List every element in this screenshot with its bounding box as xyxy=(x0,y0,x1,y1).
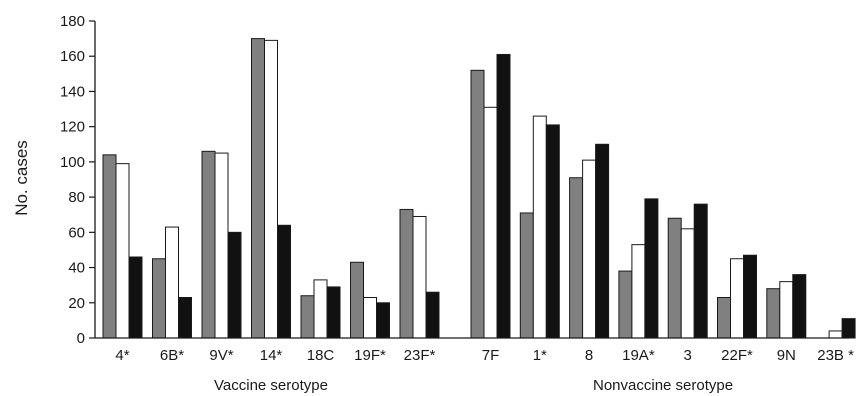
bar-6B-series-3 xyxy=(178,296,192,339)
bar-8-series-3 xyxy=(595,143,610,339)
x-category-label: 4* xyxy=(115,347,129,364)
bar-1-series-2 xyxy=(532,115,547,339)
x-category-label: 22F* xyxy=(721,347,753,364)
y-tick-label: 80 xyxy=(68,189,85,206)
bar-14-series-3 xyxy=(277,224,291,339)
bar-23B-series-2 xyxy=(828,330,843,339)
x-category-label: 9N xyxy=(777,347,796,364)
bar-22F-series-2 xyxy=(730,258,744,339)
x-category-label: 9V* xyxy=(209,347,233,364)
group-label: Nonvaccine serotype xyxy=(593,377,733,394)
bar-19A-series-3 xyxy=(644,198,659,339)
y-tick-label: 20 xyxy=(68,295,85,312)
bar-6B-series-2 xyxy=(165,226,179,339)
x-category-label: 19F* xyxy=(354,347,386,364)
x-category-label: 19A* xyxy=(622,347,655,364)
bar-7F-series-1 xyxy=(470,69,485,339)
bar-9V-series-2 xyxy=(214,152,229,339)
bar-3-series-3 xyxy=(693,203,708,339)
bar-23F-series-3 xyxy=(425,291,440,339)
bar-22F-series-3 xyxy=(743,254,757,339)
bars xyxy=(102,38,856,339)
bar-3-series-1 xyxy=(667,217,682,339)
y-tick-label: 180 xyxy=(60,13,85,30)
bar-9N-series-1 xyxy=(766,288,781,339)
bar-19A-series-2 xyxy=(631,244,646,339)
bar-14-series-1 xyxy=(251,38,265,339)
bar-9N-series-2 xyxy=(779,281,794,339)
x-category-label: 18C xyxy=(307,347,335,364)
x-category-label: 3 xyxy=(684,347,692,364)
y-tick-label: 100 xyxy=(60,154,85,171)
bar-23B-series-3 xyxy=(841,318,856,339)
y-tick-label: 60 xyxy=(68,224,85,241)
y-tick-label: 0 xyxy=(77,330,85,347)
bar-4-series-1 xyxy=(102,154,117,339)
bar-8-series-2 xyxy=(582,159,597,339)
x-category-label: 14* xyxy=(260,347,283,364)
y-tick-label: 140 xyxy=(60,83,85,100)
bar-8-series-1 xyxy=(569,177,584,339)
x-category-label: 6B* xyxy=(160,347,184,364)
bar-19F-series-2 xyxy=(363,296,377,339)
x-axis: 4* 6B* 9V* 14* 18C 19F* 23F* Vaccine serotype 7F… xyxy=(95,337,854,394)
bar-19A-series-1 xyxy=(618,270,633,339)
y-tick-label: 120 xyxy=(60,119,85,136)
bar-22F-series-1 xyxy=(717,296,731,339)
bar-3-series-2 xyxy=(680,228,695,339)
bar-18C-series-3 xyxy=(326,286,341,339)
bar-18C-series-1 xyxy=(300,295,315,339)
x-category-label: 7F xyxy=(482,347,500,364)
bar-14-series-2 xyxy=(264,39,278,339)
bar-7F-series-2 xyxy=(483,106,498,339)
x-category-label: 8 xyxy=(585,347,593,364)
bar-9N-series-3 xyxy=(792,274,807,339)
bar-9V-series-1 xyxy=(201,150,216,339)
bar-18C-series-2 xyxy=(313,279,328,339)
bar-6B-series-1 xyxy=(152,258,166,339)
bar-23F-series-2 xyxy=(412,215,427,339)
x-category-label: 23B * xyxy=(817,347,854,364)
y-tick-label: 40 xyxy=(68,260,85,277)
bar-7F-series-3 xyxy=(496,53,511,339)
x-category-label: 23F* xyxy=(404,347,436,364)
y-tick-label: 160 xyxy=(60,48,85,65)
bar-1-series-1 xyxy=(519,212,534,339)
bar-19F-series-3 xyxy=(376,302,390,339)
bar-4-series-2 xyxy=(115,163,130,339)
bar-23F-series-1 xyxy=(399,208,414,339)
bar-1-series-3 xyxy=(545,124,560,339)
bar-9V-series-3 xyxy=(227,231,242,339)
bar-4-series-3 xyxy=(128,256,143,339)
x-category-label: 1* xyxy=(533,347,547,364)
y-axis-title: No. cases xyxy=(12,140,31,216)
y-axis: 0 20 40 60 80 100 120 140 160 180 xyxy=(60,13,96,347)
bar-19F-series-1 xyxy=(350,261,364,339)
group-label: Vaccine serotype xyxy=(214,377,328,394)
